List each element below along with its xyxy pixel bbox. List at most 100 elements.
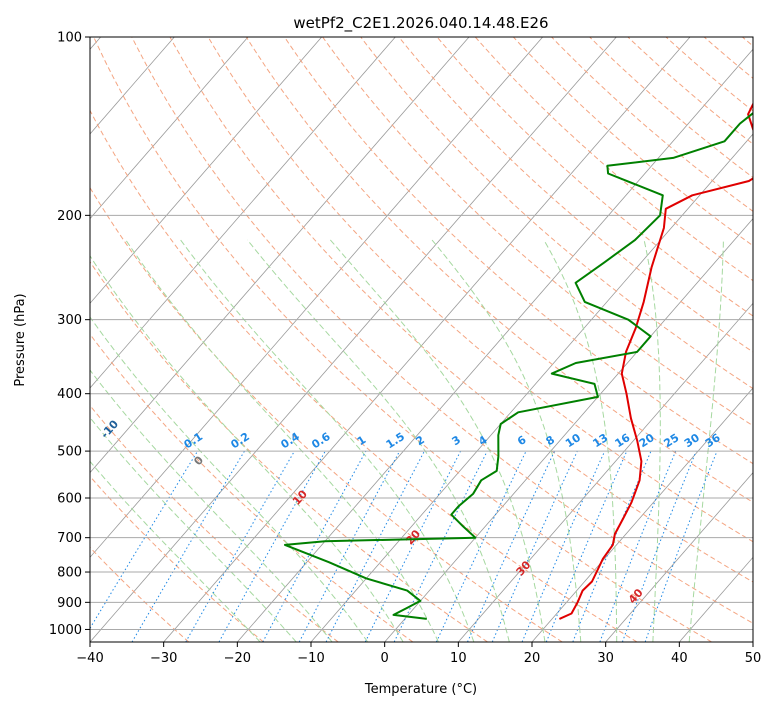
mixing-ratio-line	[393, 450, 488, 642]
y-tick-label: 400	[57, 387, 82, 402]
y-tick-label: 200	[57, 209, 82, 224]
isotherm-line	[310, 133, 753, 642]
x-tick-label: −10	[297, 651, 324, 666]
moist-adiabat-line	[90, 369, 333, 642]
mixing-ratio-line	[491, 450, 578, 642]
isotherm-line	[90, 37, 617, 642]
moist-adiabat-line	[688, 239, 724, 642]
dry-adiabat-line	[93, 37, 712, 642]
isotherm-line	[90, 37, 396, 389]
dry-adiabat-line	[207, 37, 753, 543]
dry-adiabat-line	[245, 37, 753, 503]
plot-frame	[89, 36, 754, 643]
mixing-ratio-line	[599, 450, 677, 642]
x-axis-label: Temperature (°C)	[364, 682, 477, 697]
mixing-ratio-label: 6	[515, 433, 529, 448]
y-tick-label: 800	[57, 566, 82, 581]
mixing-ratio-label: 0.4	[278, 430, 302, 452]
isotherm-line	[752, 641, 753, 642]
series-layer	[284, 102, 753, 620]
mixing-ratio-line	[262, 450, 367, 642]
annotation-layer: -100-90-80-70-60-50-40-30-20-10010203040…	[17, 388, 723, 606]
moist-adiabat-line	[431, 239, 582, 642]
y-tick-label: 700	[57, 531, 82, 546]
y-tick-label: 900	[57, 596, 82, 611]
mixing-ratio-label: 0.6	[309, 430, 333, 452]
mixing-ratio-line	[545, 450, 628, 642]
x-tick-label: 30	[597, 651, 614, 666]
moist-adiabat-line	[90, 316, 369, 642]
x-tick-label: 50	[745, 651, 762, 666]
x-tick-label: −30	[150, 651, 177, 666]
isotherm-line	[90, 37, 470, 474]
mixing-ratio-label: 30	[682, 431, 702, 450]
mixing-ratio-label: 3	[450, 433, 464, 448]
mixing-ratio-line	[364, 450, 462, 642]
dry-adiabat-line	[90, 186, 563, 642]
mixing-ratio-label: 4	[476, 433, 490, 448]
dry-adiabat-label: 10	[290, 487, 310, 507]
isotherm-line	[679, 556, 753, 642]
dry-adiabat-line	[360, 37, 753, 390]
pressure-grid-layer	[90, 37, 753, 630]
dry-adiabat-layer	[90, 37, 753, 642]
dry-adiabat-label: -20	[17, 388, 40, 412]
y-tick-label: 100	[57, 31, 82, 46]
dry-adiabat-line	[436, 37, 753, 317]
x-tick-label: 0	[381, 651, 389, 666]
y-tick-label: 600	[57, 492, 82, 507]
x-tick-label: −20	[224, 651, 251, 666]
moist-adiabat-line	[643, 239, 661, 642]
x-tick-label: 10	[450, 651, 467, 666]
y-tick-label: 300	[57, 313, 82, 328]
moist-adiabat-line	[125, 239, 439, 642]
temperature-profile-line	[558, 102, 753, 620]
moist-adiabat-line	[247, 239, 510, 642]
mixing-ratio-line	[644, 450, 718, 642]
dewpoint-profile-line	[284, 111, 753, 620]
moist-adiabat-line	[180, 239, 475, 642]
dry-adiabat-line	[589, 37, 753, 179]
dry-adiabat-line	[169, 37, 753, 583]
isotherm-line	[90, 37, 249, 220]
mixing-ratio-label: 16	[613, 431, 633, 450]
dry-adiabat-line	[474, 37, 753, 282]
moist-adiabat-line	[329, 239, 546, 642]
isotherm-line	[163, 37, 691, 642]
axis-ticks: −40 −30 −20 −10 0 10 20 30 40 5010020030040050060…	[49, 31, 761, 667]
dry-adiabat-line	[742, 37, 753, 47]
y-axis-label: Pressure (hPa)	[13, 293, 28, 386]
moist-adiabat-line	[90, 460, 261, 642]
dry-adiabat-line	[665, 37, 753, 112]
isotherm-layer	[90, 37, 753, 642]
isotherm-line	[605, 472, 753, 642]
dry-adiabat-line	[703, 37, 753, 79]
mixing-ratio-line	[218, 450, 326, 642]
mixing-ratio-line	[521, 450, 606, 642]
dry-adiabat-line	[284, 37, 753, 465]
dry-adiabat-line	[322, 37, 753, 427]
mixing-ratio-label: 25	[661, 431, 681, 450]
isotherm-line	[90, 37, 543, 558]
moist-adiabat-layer	[90, 239, 724, 642]
dry-adiabat-line	[551, 37, 753, 212]
isotherm-line	[531, 387, 753, 642]
mixing-ratio-label: 1.5	[384, 430, 407, 452]
moist-adiabat-line	[90, 416, 297, 642]
isotherm-line	[90, 37, 322, 304]
isotherm-line	[384, 218, 753, 642]
dry-adiabat-line	[398, 37, 753, 353]
moist-adiabat-line	[543, 239, 618, 642]
dry-adiabat-line	[131, 37, 753, 624]
y-tick-label: 500	[57, 445, 82, 460]
mixing-ratio-line	[572, 450, 652, 642]
x-tick-label: 20	[524, 651, 541, 666]
x-tick-label: −40	[76, 651, 103, 666]
isotherm-line	[458, 302, 753, 642]
chart-title: wetPf2_C2E1.2026.040.14.48.E26	[293, 14, 548, 33]
dry-adiabat-line	[513, 37, 753, 247]
dry-adiabat-line	[90, 109, 638, 642]
mixing-ratio-line	[90, 450, 199, 630]
mixing-ratio-line	[298, 450, 401, 642]
